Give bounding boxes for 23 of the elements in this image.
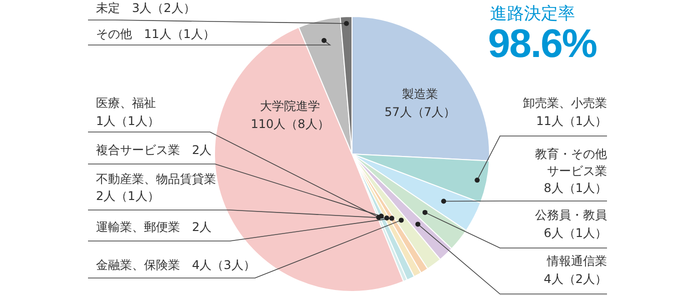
slice-label: 情報通信業 [546,254,607,268]
slice-label: 未定 3人（2人） [96,1,196,15]
data-label: 1人（1人） [96,114,160,128]
slice-label: 公務員・教員 [535,208,607,222]
slice-label: 卸売業、小売業 [523,96,607,110]
slice-label: 不動産業、物品賃貸業 [96,172,216,186]
slice-label: 運輸業、郵便業 2人 [96,220,212,234]
data-label: 11人（1人） [536,114,607,128]
slice-label: 製造業 [402,87,438,101]
data-label: 6人（1人） [544,226,607,240]
data-label: 2人（1人） [96,189,160,203]
data-label: 8人（1人） [544,181,607,195]
slice-label: その他 11人（1人） [96,27,215,41]
data-label: 110人（8人） [250,117,330,131]
data-label: 4人（2人） [544,272,607,286]
slice-label: 大学院進学 [260,99,320,113]
slice-label: 金融業、保険業 4人（3人） [96,258,256,272]
slice-label: 教育・その他サービス業 [535,147,607,178]
slice-label: 医療、福祉 [96,96,156,110]
text: 98.6% [488,22,596,67]
data-label: 57人（7人） [384,105,456,119]
chart-title: 進路決定率 [490,3,575,25]
slice-label: 複合サービス業 2人 [96,143,212,157]
